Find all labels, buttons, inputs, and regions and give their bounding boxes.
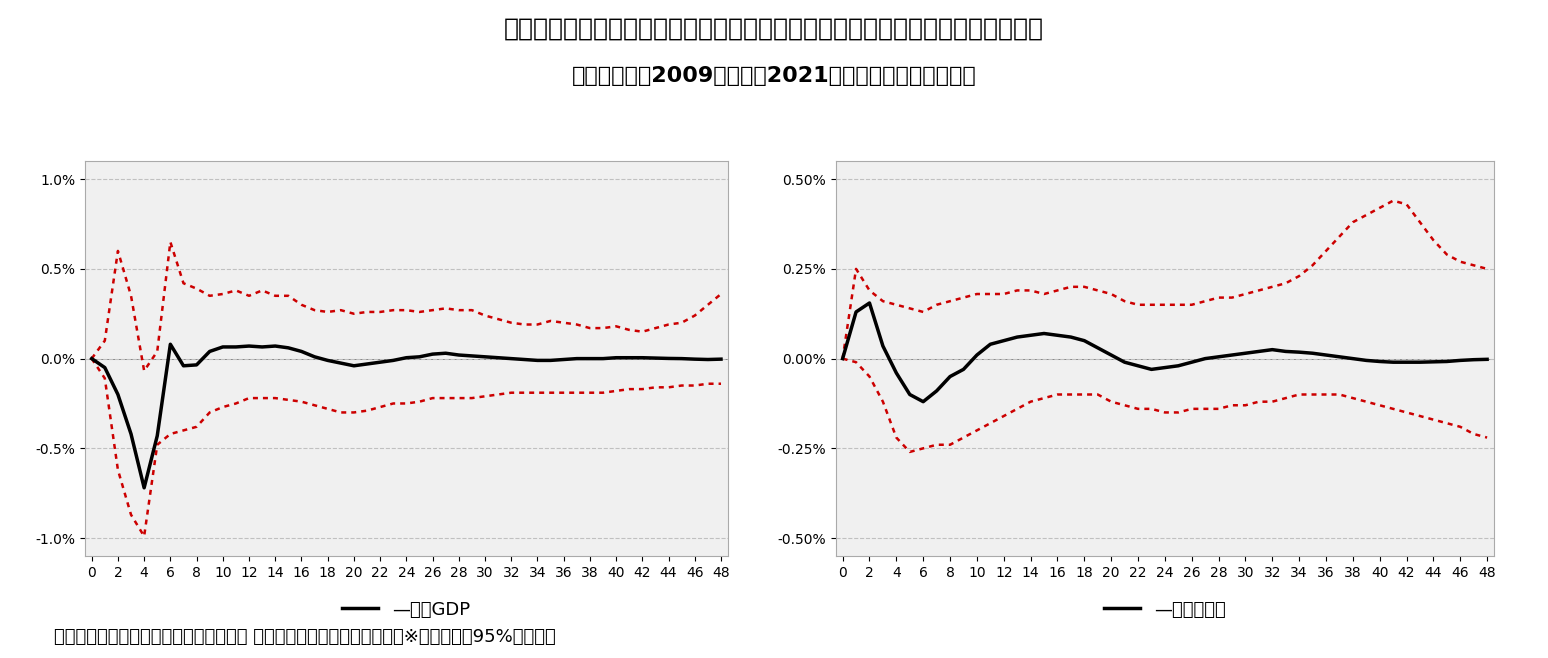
Text: （資料：内閣府、総務省、経済産業省、 日本銀行のデータから作成）　※赤い点線は95%信頼区間: （資料：内閣府、総務省、経済産業省、 日本銀行のデータから作成） ※赤い点線は9… xyxy=(54,628,556,646)
Legend: —物価上昇率: —物価上昇率 xyxy=(1096,594,1234,626)
Text: （分析期間：2009年１月〜2021年３月の四半期データ）: （分析期間：2009年１月〜2021年３月の四半期データ） xyxy=(571,66,977,86)
Legend: —実質GDP: —実質GDP xyxy=(334,594,478,626)
Text: 図表４：クレジットカード決済額にショックを与えたときのインパルス応答関数: 図表４：クレジットカード決済額にショックを与えたときのインパルス応答関数 xyxy=(505,16,1043,40)
